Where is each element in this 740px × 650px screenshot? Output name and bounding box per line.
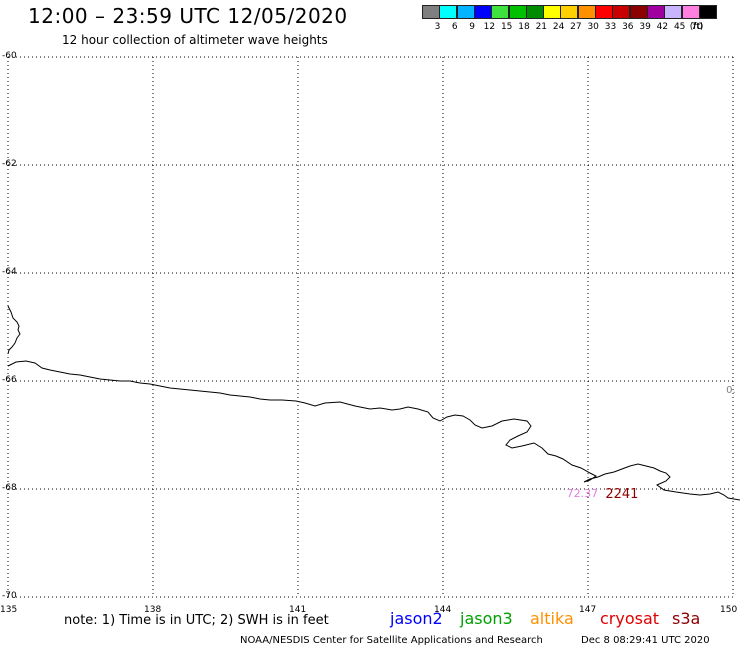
latitude-label: -66 bbox=[2, 375, 17, 385]
grid-lines bbox=[8, 57, 733, 597]
legend-label: 24 bbox=[552, 22, 565, 32]
legend-label: 33 bbox=[604, 22, 617, 32]
footer-note: note: 1) Time is in UTC; 2) SWH is in fe… bbox=[64, 613, 329, 628]
legend-swatch: #000000 bbox=[698, 5, 717, 19]
wave-height-value: 0. bbox=[726, 384, 736, 396]
legend-label: 18 bbox=[518, 22, 530, 32]
legend-label: 45 bbox=[673, 22, 686, 32]
longitude-label: 147 bbox=[579, 605, 597, 615]
wave-height-value: 2241 bbox=[605, 487, 639, 503]
antarctic-coastline bbox=[7, 305, 740, 501]
legend-label: 39 bbox=[639, 22, 651, 32]
latitude-label: -62 bbox=[2, 159, 17, 169]
legend-label: 36 bbox=[622, 22, 634, 32]
map-title: 12:00 – 23:59 UTC 12/05/2020 bbox=[28, 4, 348, 28]
satellite-name-jason2: jason2 bbox=[390, 609, 443, 628]
satellite-name-jason3: jason3 bbox=[460, 609, 513, 628]
latitude-label: -70 bbox=[2, 591, 17, 601]
legend-label: 27 bbox=[570, 22, 582, 32]
satellite-name-cryosat: cryosat bbox=[600, 609, 660, 628]
longitude-label: 138 bbox=[144, 605, 162, 615]
legend-label: 6 bbox=[451, 22, 458, 32]
longitude-label: 150 bbox=[720, 605, 738, 615]
legend-label: 15 bbox=[500, 22, 513, 32]
longitude-label: 144 bbox=[434, 605, 452, 615]
legend-unit: (ft) bbox=[689, 22, 704, 32]
legend-label: 70 bbox=[691, 22, 703, 32]
longitude-label: 141 bbox=[289, 605, 307, 615]
wave-height-value: 72.37 bbox=[566, 487, 599, 501]
legend-label: 42 bbox=[656, 22, 669, 32]
satellite-name-altika: altika bbox=[530, 609, 574, 628]
longitude-label: 135 bbox=[0, 605, 18, 615]
legend-label: 9 bbox=[469, 22, 475, 32]
latitude-label: -60 bbox=[2, 51, 17, 61]
legend-label: 12 bbox=[483, 22, 496, 32]
legend-label: 30 bbox=[587, 22, 599, 32]
credit-text: NOAA/NESDIS Center for Satellite Applica… bbox=[240, 635, 543, 646]
latitude-label: -68 bbox=[2, 483, 17, 493]
legend-label: 21 bbox=[535, 22, 548, 32]
map-frame bbox=[7, 56, 734, 598]
satellite-name-s3a: s3a bbox=[672, 609, 701, 628]
generated-timestamp: Dec 8 08:29:41 UTC 2020 bbox=[581, 635, 710, 646]
map-subtitle: 12 hour collection of altimeter wave hei… bbox=[62, 33, 328, 47]
legend-label: 3 bbox=[434, 22, 441, 32]
latitude-label: -64 bbox=[2, 267, 17, 277]
